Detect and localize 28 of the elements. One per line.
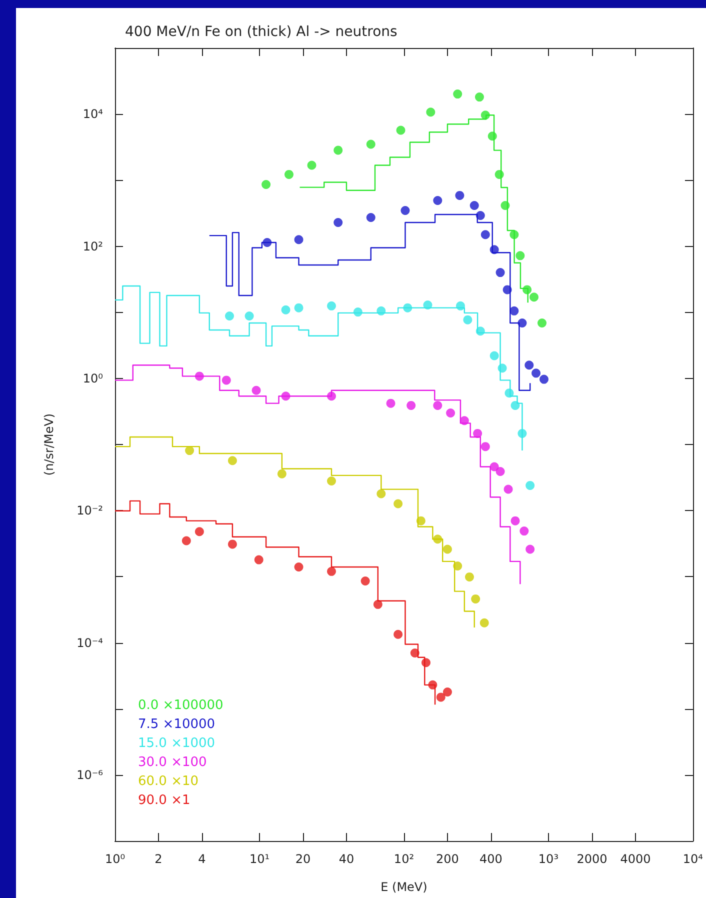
y-tick-label: 10⁰ bbox=[82, 371, 104, 386]
text: 30.0 ×100 bbox=[138, 755, 207, 770]
x-tick-label: 10⁴ bbox=[682, 852, 704, 866]
text: 60.0 ×10 bbox=[138, 774, 199, 789]
x-axis-title: E (MeV) bbox=[380, 880, 428, 894]
x-tick-label: 4000 bbox=[620, 852, 651, 866]
text: 15.0 ×1000 bbox=[138, 736, 216, 751]
x-tick-label: 40 bbox=[338, 852, 354, 866]
y-tick-label: 10⁻⁴ bbox=[76, 636, 104, 650]
y-tick-label: 10⁴ bbox=[82, 107, 104, 122]
x-tick-label: 200 bbox=[436, 852, 459, 866]
text: 90.0 ×1 bbox=[138, 793, 190, 808]
x-tick-label: 10¹ bbox=[249, 852, 270, 866]
y-tick-label: 10² bbox=[82, 239, 104, 254]
x-tick-label: 10³ bbox=[538, 852, 559, 866]
x-tick-label: 4 bbox=[198, 852, 206, 866]
y-tick-label: 10⁻⁶ bbox=[76, 768, 104, 782]
x-tick-label: 10⁰ bbox=[104, 852, 126, 866]
x-tick-label: 2000 bbox=[576, 852, 608, 866]
text: 7.5 ×10000 bbox=[138, 717, 216, 732]
x-tick-label: 20 bbox=[295, 852, 311, 866]
y-tick-label: 10⁻² bbox=[76, 504, 104, 518]
chart-title: 400 MeV/n Fe on (thick) Al -> neutrons bbox=[125, 24, 398, 40]
x-tick-label: 2 bbox=[154, 852, 162, 866]
y-axis-title: (n/sr/MeV) bbox=[42, 413, 56, 476]
text: 0.0 ×100000 bbox=[138, 698, 224, 713]
x-tick-label: 10² bbox=[394, 852, 414, 866]
x-tick-label: 400 bbox=[480, 852, 502, 866]
